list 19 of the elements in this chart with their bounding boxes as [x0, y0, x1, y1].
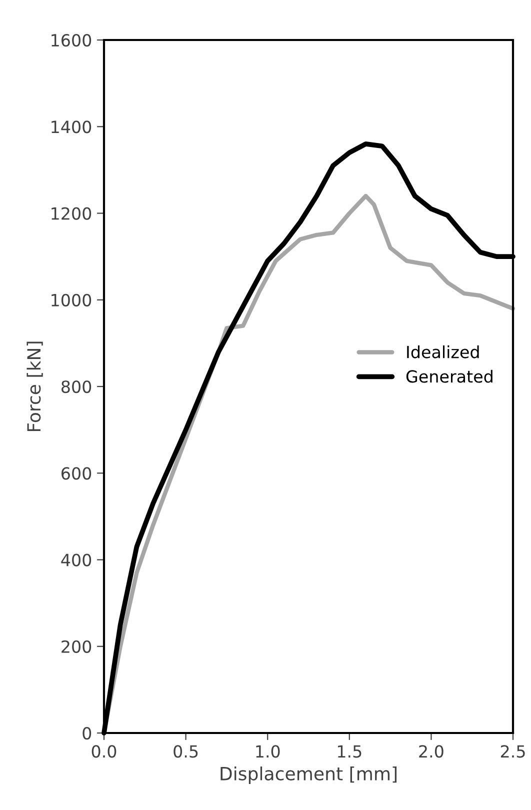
y-tick-label: 400 [61, 554, 92, 566]
y-axis-title: Force [kN] [26, 342, 43, 432]
y-tick-label: 1400 [52, 120, 92, 134]
x-tick-label: 1.0 [256, 745, 280, 758]
legend-label: Generated [406, 370, 492, 383]
y-tick-label: 1200 [52, 207, 92, 220]
x-tick-label: 0.5 [174, 745, 198, 758]
x-axis-title: Displacement [mm] [220, 766, 397, 784]
x-tick-label: 2.5 [500, 745, 525, 758]
y-tick-label: 0 [82, 726, 92, 740]
x-tick-label: 0.0 [92, 745, 116, 758]
y-tick-label: 1000 [52, 294, 92, 306]
y-tick-label: 1600 [52, 34, 92, 47]
legend-label: Idealized [407, 345, 479, 358]
y-tick-label: 800 [62, 380, 92, 394]
x-tick-label: 2.0 [419, 745, 444, 758]
y-tick-label: 600 [62, 467, 92, 480]
x-tick-label: 1.5 [338, 745, 362, 758]
y-tick-label: 200 [62, 640, 92, 653]
